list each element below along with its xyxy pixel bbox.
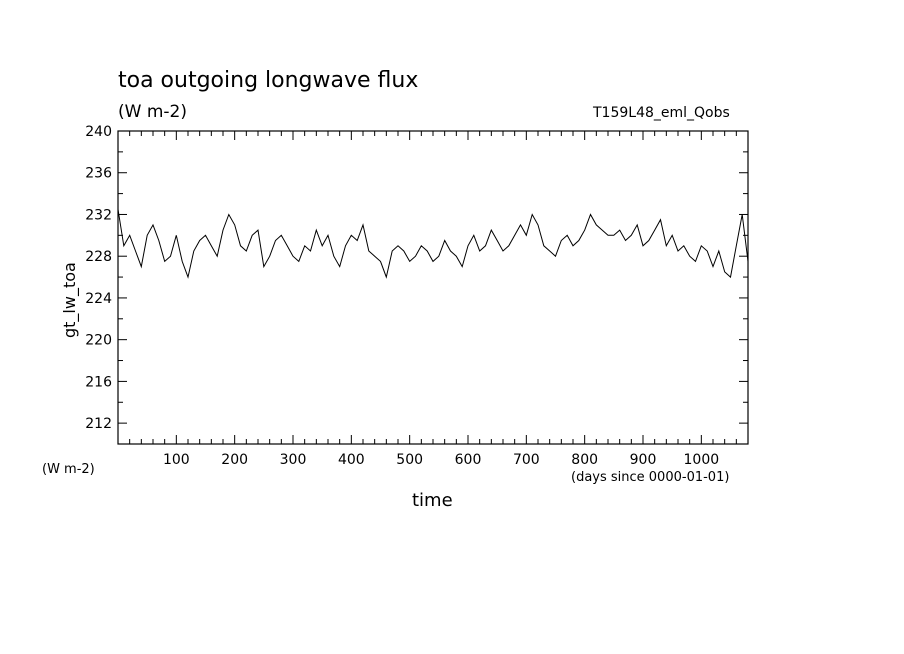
x-axis-units: (days since 0000-01-01) [571,470,730,485]
y-tick-label: 228 [85,249,112,265]
x-tick-label: 600 [455,452,482,468]
y-tick-label: 220 [85,333,112,349]
x-tick-label: 100 [163,452,190,468]
axis-ticks [118,131,748,444]
x-tick-label: 400 [338,452,365,468]
tick-labels: 100 200 300 400 500 600 700 800 900 1000 212 216 220… [85,124,719,468]
y-tick-label: 236 [85,166,112,182]
y-tick-label: 240 [85,124,112,140]
x-tick-label: 300 [280,452,307,468]
units-label-bottom: (W m-2) [42,462,95,477]
x-tick-label: 800 [571,452,598,468]
y-tick-label: 216 [85,374,112,390]
y-tick-label: 232 [85,207,112,223]
x-tick-label: 500 [396,452,423,468]
units-label-top: (W m-2) [118,102,187,122]
y-tick-label: 212 [85,416,112,432]
series-line [117,209,749,279]
x-tick-label: 1000 [684,452,720,468]
x-tick-label: 900 [630,452,657,468]
x-tick-label: 200 [221,452,248,468]
x-tick-label: 700 [513,452,540,468]
y-tick-label: 224 [85,291,112,307]
x-axis-label: time [412,490,453,511]
run-label: T159L48_eml_Qobs [593,105,730,121]
plot-frame [117,130,749,445]
chart-title: toa outgoing longwave flux [118,68,419,93]
